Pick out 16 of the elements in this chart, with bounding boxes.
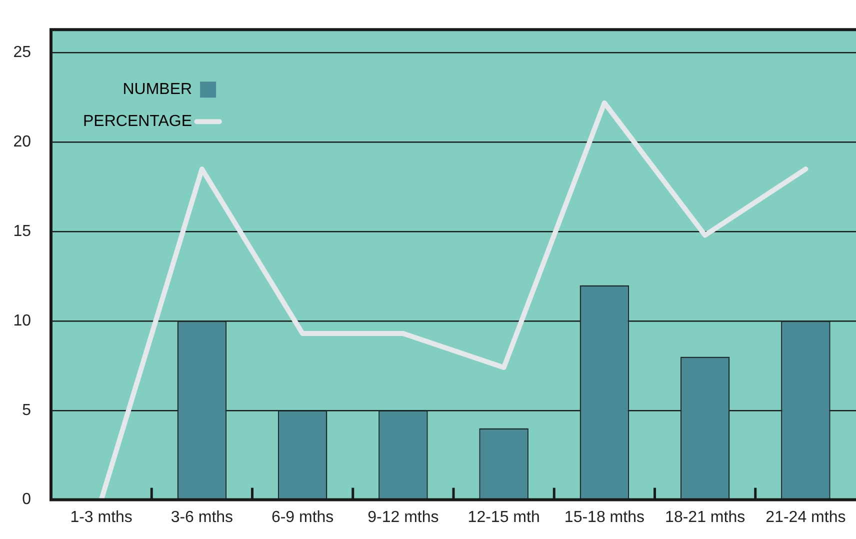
x-tick-label: 6-9 mths: [271, 508, 334, 526]
y-tick-label: 0: [22, 491, 32, 508]
legend-label: NUMBER: [122, 81, 192, 98]
x-tick-label: 9-12 mths: [368, 508, 439, 526]
y-tick-label: 20: [13, 134, 32, 151]
x-tick-label: 1-3 mths: [70, 508, 132, 526]
legend-label: PERCENTAGE: [82, 113, 192, 130]
x-tick-label: 21-24 mths: [766, 508, 846, 526]
y-tick-label: 10: [13, 312, 32, 330]
x-tick-label: 12-15 mth: [468, 508, 540, 526]
y-tick-label: 25: [13, 44, 32, 62]
x-tick-label: 15-18 mths: [564, 508, 644, 526]
y-tick-label: 15: [13, 223, 32, 240]
x-tick-label: 18-21 mths: [665, 508, 746, 526]
y-tick-label: 5: [22, 402, 32, 419]
x-tick-label: 3-6 mths: [170, 508, 234, 526]
